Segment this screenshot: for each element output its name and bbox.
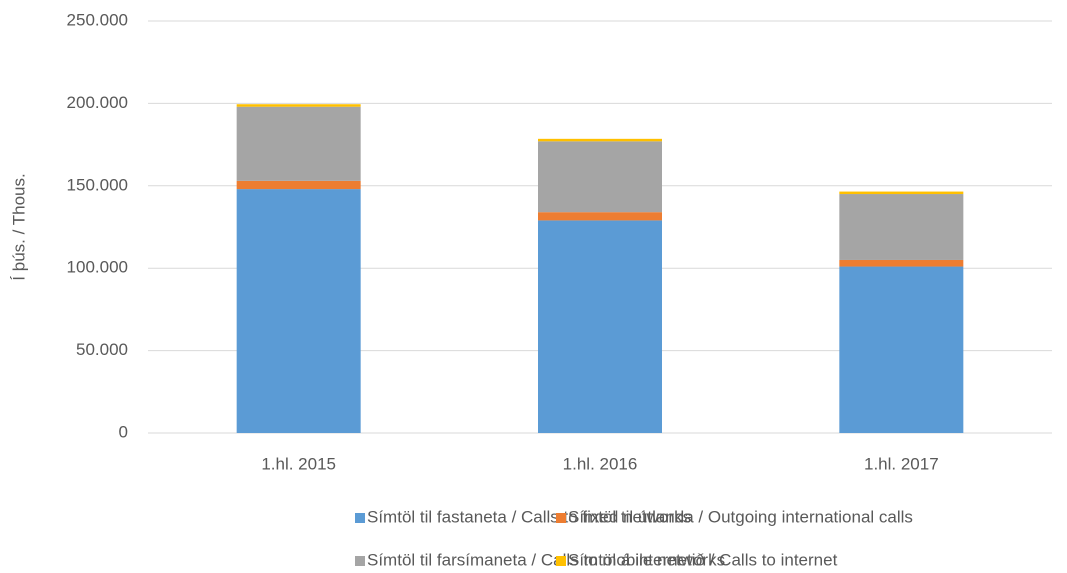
bar-segment [839, 259, 964, 267]
y-tick-label: 100.000 [67, 258, 128, 277]
x-tick-label: 1.hl. 2017 [864, 454, 939, 473]
y-tick-label: 200.000 [67, 93, 128, 112]
x-tick-label: 1.hl. 2015 [261, 454, 336, 473]
legend-swatch [556, 556, 566, 566]
bar-segment [538, 212, 662, 221]
bar-segment [839, 194, 964, 260]
legend-swatch [556, 513, 566, 523]
legend-label: Símtöl á internetið / Calls to internet [568, 550, 838, 569]
y-tick-label: 50.000 [76, 340, 128, 359]
legend-label: Símtöl til útlanda / Outgoing internatio… [568, 507, 913, 526]
y-tick-label: 250.000 [67, 10, 128, 29]
y-axis-label: Í þús. / Thous. [9, 173, 28, 280]
legend-label: Símtöl til farsímaneta / Calls to mobile… [367, 550, 725, 569]
y-tick-label: 0 [119, 422, 128, 441]
bar-segment [236, 189, 361, 433]
bar-segment [839, 266, 964, 433]
x-tick-label: 1.hl. 2016 [563, 454, 638, 473]
bar-segment [236, 180, 361, 190]
bar-segment [839, 191, 964, 195]
y-tick-label: 150.000 [67, 175, 128, 194]
bar-segment [538, 141, 662, 213]
bar-segment [538, 138, 662, 142]
legend-swatch [355, 556, 365, 566]
legend-swatch [355, 513, 365, 523]
legend-label: Símtöl til fastaneta / Calls to fixed ne… [367, 507, 691, 526]
bar-segment [236, 104, 361, 107]
bar-segment [236, 106, 361, 181]
bar-segment [538, 220, 662, 433]
